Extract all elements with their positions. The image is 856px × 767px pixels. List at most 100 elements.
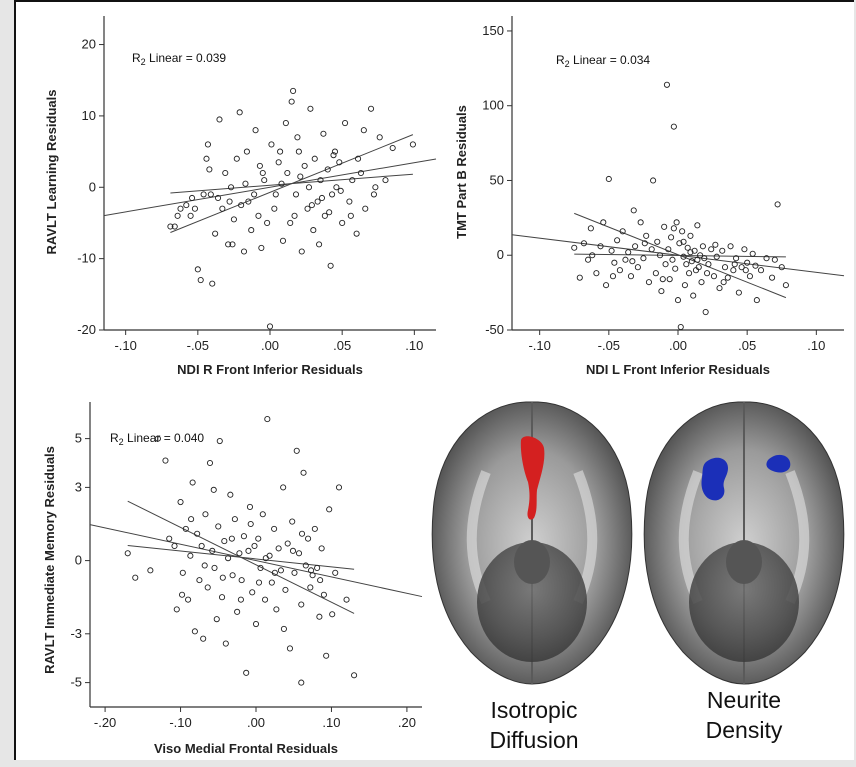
data-point bbox=[332, 569, 339, 576]
caption-diffusion: Diffusion bbox=[489, 727, 578, 753]
data-point bbox=[683, 261, 690, 268]
y-tick-label: 150 bbox=[482, 23, 504, 38]
data-point bbox=[333, 184, 340, 191]
data-point bbox=[147, 567, 154, 574]
scatter-panel-c: Viso Medial Frontal Residuals RAVLT Imme… bbox=[42, 431, 338, 756]
confidence-line-lower bbox=[574, 253, 786, 258]
data-point bbox=[249, 589, 256, 596]
data-point bbox=[665, 246, 672, 253]
data-point bbox=[771, 256, 778, 263]
data-point bbox=[202, 511, 209, 518]
data-point bbox=[298, 601, 305, 608]
r2-label-a: R2 Linear = 0.039 bbox=[132, 51, 226, 67]
data-point bbox=[733, 255, 740, 262]
data-point bbox=[211, 564, 218, 571]
data-point bbox=[656, 252, 664, 259]
y-tick-label: -3 bbox=[70, 626, 82, 641]
data-point bbox=[293, 447, 300, 454]
data-point bbox=[236, 109, 243, 116]
data-point bbox=[230, 216, 237, 223]
data-point bbox=[262, 555, 269, 562]
data-point bbox=[189, 194, 196, 202]
data-point bbox=[284, 169, 291, 177]
data-point bbox=[231, 516, 238, 523]
x-tick-label: .00 bbox=[247, 715, 265, 730]
data-point bbox=[746, 273, 753, 280]
data-point bbox=[763, 255, 770, 262]
data-point bbox=[258, 244, 265, 251]
data-point bbox=[284, 540, 291, 547]
data-point bbox=[222, 640, 229, 647]
data-point bbox=[347, 212, 354, 219]
y-tick-label: 0 bbox=[497, 247, 504, 262]
data-point bbox=[778, 264, 785, 271]
data-point bbox=[314, 564, 321, 571]
data-point bbox=[311, 525, 318, 532]
data-point bbox=[749, 250, 756, 257]
data-point bbox=[201, 562, 208, 569]
data-point bbox=[704, 270, 711, 277]
data-point bbox=[343, 596, 350, 603]
data-point bbox=[643, 232, 650, 239]
data-point bbox=[209, 280, 216, 287]
brainstem-left bbox=[514, 540, 550, 584]
data-point bbox=[277, 567, 284, 574]
data-point bbox=[616, 267, 623, 274]
data-point bbox=[670, 123, 677, 130]
data-point bbox=[237, 596, 244, 603]
data-point bbox=[225, 241, 232, 248]
data-point bbox=[730, 267, 737, 274]
data-point bbox=[295, 148, 302, 155]
isotropic-diffusion-highlight bbox=[520, 436, 545, 520]
data-point bbox=[580, 240, 587, 247]
data-point bbox=[191, 205, 198, 212]
y-tick-label: 20 bbox=[82, 37, 96, 52]
x-axis-label-b: NDI L Front Inferior Residuals bbox=[586, 362, 770, 377]
data-point bbox=[662, 261, 669, 268]
data-point bbox=[687, 232, 694, 239]
data-point bbox=[694, 256, 701, 263]
data-point bbox=[228, 535, 235, 542]
data-point bbox=[268, 141, 275, 148]
data-point bbox=[382, 177, 389, 184]
data-point bbox=[187, 552, 194, 559]
data-point bbox=[275, 545, 282, 552]
x-tick-label: .20 bbox=[398, 715, 416, 730]
data-point bbox=[674, 297, 682, 304]
data-point bbox=[362, 205, 369, 212]
data-point bbox=[713, 253, 720, 260]
data-point bbox=[282, 119, 289, 127]
data-point bbox=[188, 516, 195, 523]
x-tick-label: .05 bbox=[333, 338, 351, 353]
y-tick-label: 100 bbox=[482, 98, 504, 113]
data-point bbox=[611, 259, 618, 266]
confidence-line-lower bbox=[127, 544, 355, 570]
data-point bbox=[177, 205, 184, 212]
data-point bbox=[367, 105, 375, 112]
y-tick-label: 0 bbox=[75, 553, 82, 568]
data-point bbox=[191, 628, 198, 635]
data-point bbox=[262, 596, 269, 603]
data-point bbox=[198, 542, 205, 550]
brain-isotropic-diffusion: Isotropic Diffusion bbox=[431, 401, 633, 753]
data-point bbox=[261, 177, 268, 184]
data-point bbox=[286, 645, 294, 652]
data-point bbox=[166, 535, 173, 542]
y-tick-label: 50 bbox=[490, 172, 504, 187]
data-point bbox=[724, 274, 731, 281]
data-point bbox=[266, 552, 273, 559]
data-point bbox=[753, 297, 760, 304]
data-point bbox=[287, 219, 294, 227]
regression-line bbox=[89, 524, 423, 598]
data-point bbox=[699, 243, 706, 250]
data-point bbox=[600, 219, 607, 226]
x-tick-label: -.20 bbox=[94, 715, 116, 730]
data-point bbox=[238, 577, 245, 584]
data-point bbox=[686, 270, 693, 277]
data-point bbox=[240, 533, 247, 540]
data-point bbox=[571, 244, 578, 251]
data-point bbox=[207, 191, 214, 198]
data-point bbox=[215, 523, 222, 530]
x-tick-label: -.10 bbox=[169, 715, 191, 730]
data-point bbox=[297, 173, 304, 180]
